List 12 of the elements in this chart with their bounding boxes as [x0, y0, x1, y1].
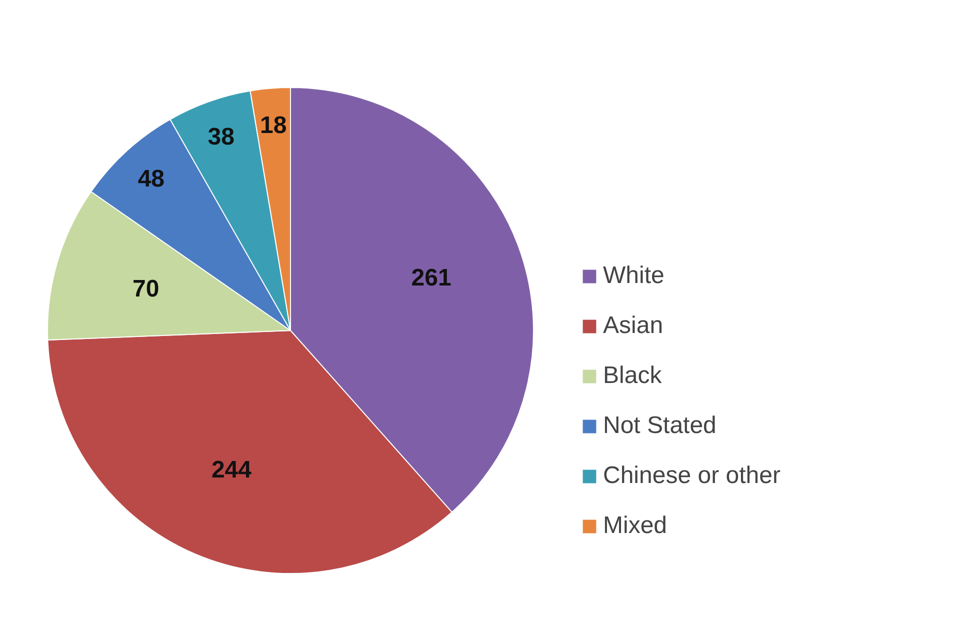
legend-label: Asian	[603, 312, 664, 340]
data-label: 18	[260, 112, 287, 140]
data-label: 38	[208, 123, 235, 150]
legend-label: Chinese or other	[603, 462, 780, 490]
data-label: 244	[211, 456, 252, 484]
legend-label: Not Stated	[603, 412, 716, 440]
legend-label: White	[603, 262, 664, 290]
legend-label: Black	[603, 362, 662, 390]
data-label: 70	[132, 276, 160, 303]
data-label: 261	[411, 264, 452, 292]
legend-label: Mixed	[603, 512, 668, 540]
data-label: 48	[138, 166, 165, 193]
